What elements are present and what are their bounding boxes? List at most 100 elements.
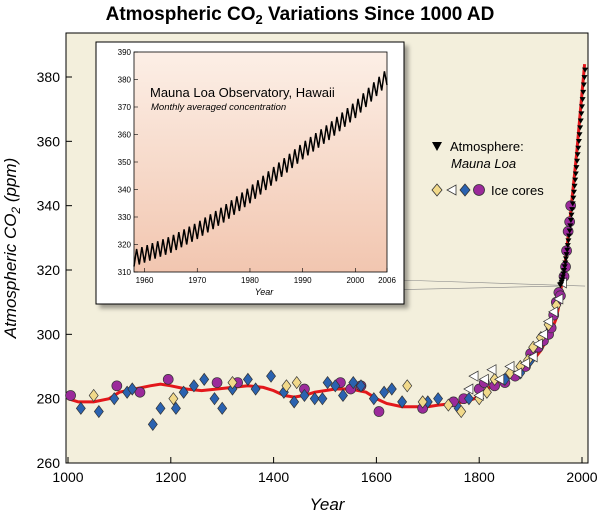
ice-core-triangle-point <box>504 360 515 373</box>
x-tick-label: 1600 <box>361 469 392 485</box>
y-tick-label: 280 <box>37 391 61 407</box>
mauna-loa-point <box>561 264 568 270</box>
ice-core-diamond-point <box>227 376 238 390</box>
x-tick-label: 1800 <box>464 469 495 485</box>
ice-core-diamond-point <box>171 401 181 415</box>
inset-subtitle: Monthly averaged concentration <box>151 102 286 113</box>
y-tick-label: 260 <box>37 455 61 471</box>
x-axis-label: Year <box>310 495 346 514</box>
mauna-loa-point <box>576 132 583 138</box>
y-tick-label: 300 <box>37 326 61 342</box>
ice-core-diamond-point <box>217 401 228 415</box>
mauna-loa-point <box>574 152 581 158</box>
ice-core-diamond-point <box>299 388 310 403</box>
legend-mauna-loa-label: Atmosphere: <box>450 139 524 154</box>
ice-core-diamond-point <box>456 404 467 419</box>
ice-core-diamond-point <box>356 379 366 393</box>
ice-core-diamond-point <box>309 392 320 406</box>
mauna-loa-point <box>578 111 585 117</box>
ice-core-diamond-point <box>155 401 166 415</box>
mauna-loa-point <box>567 218 574 224</box>
mauna-loa-point <box>564 247 571 253</box>
ice-core-diamond-point <box>402 379 413 393</box>
ice-core-diamond-point <box>481 385 492 399</box>
x-tick-label: 1400 <box>258 469 289 485</box>
ice-core-triangle-point <box>468 370 479 382</box>
inset-x-tick-label: 1980 <box>241 276 259 285</box>
mauna-loa-point <box>577 125 584 131</box>
ice-core-diamond-point <box>379 385 390 399</box>
mauna-loa-point <box>577 118 584 124</box>
inset-series-line <box>133 71 388 267</box>
ice-core-diamond-point <box>368 392 379 406</box>
mauna-loa-point <box>562 256 569 262</box>
ice-core-triangle-point <box>463 383 474 395</box>
x-tick-label: 1000 <box>52 469 83 485</box>
ice-core-triangle-point <box>548 306 559 318</box>
ice-core-diamond-point <box>88 388 99 403</box>
ice-core-diamond-point <box>93 404 104 419</box>
ice-core-diamond-point <box>417 395 428 409</box>
ice-core-triangle-point <box>486 364 497 376</box>
ice-core-circle-point <box>65 390 76 401</box>
ice-core-triangle-point <box>532 338 543 350</box>
ice-core-triangle-point <box>478 373 489 385</box>
ice-core-diamond-point <box>147 417 158 431</box>
y-tick-label: 320 <box>37 262 61 278</box>
ice-core-circle-point <box>162 374 174 385</box>
ice-core-diamond-point <box>330 379 341 393</box>
ice-core-diamond-point <box>433 392 444 406</box>
inset-y-tick-label: 340 <box>118 186 132 195</box>
ice-core-diamond-point <box>289 395 300 409</box>
ice-core-triangle-point <box>519 357 530 369</box>
mauna-loa-point <box>566 228 573 234</box>
ice-core-diamond-point <box>178 385 189 399</box>
ice-core-circle-point <box>373 406 385 417</box>
inset-y-tick-label: 380 <box>118 76 132 85</box>
ice-core-triangle-point <box>553 293 564 305</box>
mauna-loa-point <box>580 89 587 95</box>
mauna-loa-point <box>581 75 588 81</box>
inset-y-tick-label: 370 <box>118 103 132 112</box>
mauna-loa-point <box>579 104 585 110</box>
ice-core-diamond-point <box>242 372 253 386</box>
inset-chart: 310 320 330 340 350 360 370 380 390 1960 1970 1980 1… <box>95 41 405 305</box>
mauna-loa-point <box>579 97 586 103</box>
ice-core-diamond-point <box>291 376 302 390</box>
inset-y-tick-label: 310 <box>118 268 132 277</box>
legend: Atmosphere: Mauna Loa Ice cores <box>431 139 544 198</box>
chart-title: Atmospheric CO2 Variations Since 1000 AD <box>106 4 495 27</box>
ice-core-diamond-point <box>168 392 179 406</box>
ice-core-diamond-point <box>127 382 138 396</box>
mauna-loa-point <box>571 183 578 189</box>
mauna-loa-point <box>561 267 568 273</box>
mauna-loa-point <box>562 260 569 266</box>
ice-core-triangle-point <box>494 373 505 385</box>
ice-core-diamond-point <box>317 392 328 406</box>
y-tick-label: 340 <box>37 198 61 214</box>
mauna-loa-point <box>559 274 566 280</box>
ice-core-diamond-point <box>199 372 210 386</box>
x-tick-label: 2000 <box>566 469 597 485</box>
inset-x-tick-label: 1960 <box>136 276 154 285</box>
ice-core-diamond-point <box>266 369 276 383</box>
ice-core-triangle-point <box>542 315 553 328</box>
inset-x-axis-label: Year <box>255 287 275 297</box>
ice-core-circle-point <box>211 377 223 388</box>
inset-title: Mauna Loa Observatory, Hawaii <box>150 85 335 100</box>
ice-core-diamond-point <box>463 392 474 406</box>
ice-core-diamond-point <box>322 376 333 390</box>
ice-core-triangle-point <box>527 351 538 363</box>
y-tick-label: 360 <box>37 133 61 149</box>
inset-guide-line-right <box>397 279 586 287</box>
legend-white-triangle <box>446 184 457 196</box>
ice-core-diamond-point <box>209 392 220 406</box>
legend-mauna-loa-sublabel: Mauna Loa <box>451 156 516 171</box>
ice-core-diamond-point <box>386 382 397 396</box>
ice-core-diamond-point <box>338 388 348 403</box>
mauna-loa-point <box>570 195 577 201</box>
mauna-loa-point <box>573 165 580 171</box>
inset-y-tick-label: 390 <box>118 48 132 57</box>
y-tick-label: 380 <box>37 69 61 85</box>
ice-core-diamond-point <box>397 395 408 409</box>
